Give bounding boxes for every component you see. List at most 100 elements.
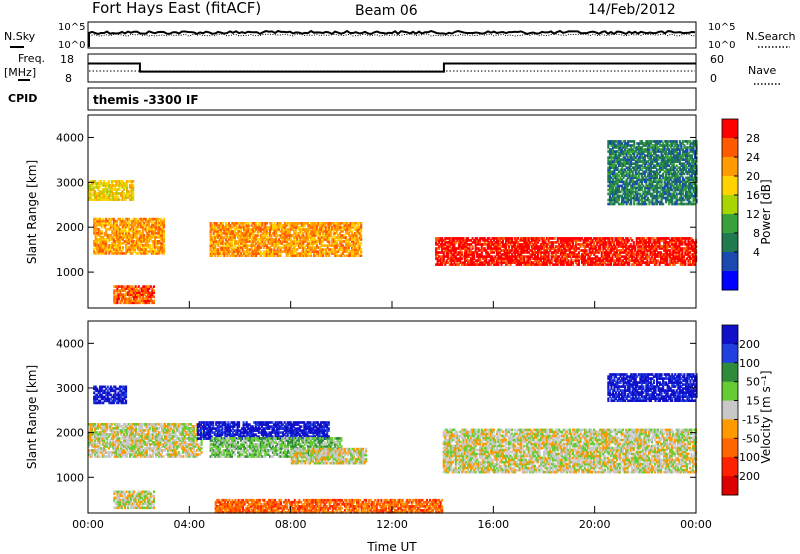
power-cell xyxy=(235,254,238,258)
power-cell xyxy=(140,223,143,227)
power-cell xyxy=(133,291,136,295)
power-cell xyxy=(144,227,147,231)
power-cell xyxy=(113,289,116,293)
power-cell xyxy=(126,233,129,237)
power-cell xyxy=(256,240,259,243)
power-cell xyxy=(111,238,114,241)
power-cell xyxy=(211,244,214,247)
power-cell xyxy=(152,240,155,243)
power-cell xyxy=(98,192,101,195)
power-cell xyxy=(279,234,282,237)
power-cell xyxy=(223,232,226,235)
power-cell xyxy=(262,234,265,237)
power-cell xyxy=(209,234,212,237)
power-cell xyxy=(163,250,166,253)
power-cell xyxy=(130,299,133,303)
power-cell xyxy=(91,180,94,183)
power-cell xyxy=(135,229,138,233)
power-cell xyxy=(146,301,149,305)
power-cell xyxy=(114,250,117,253)
power-cell xyxy=(226,248,229,251)
power-cell xyxy=(214,224,217,227)
power-cell xyxy=(118,233,122,237)
power-cell xyxy=(94,240,97,243)
power-cell xyxy=(220,228,223,231)
power-cell xyxy=(152,229,155,233)
power-cell xyxy=(101,198,104,201)
power-cell xyxy=(152,217,155,221)
power-cell xyxy=(131,299,134,303)
power-cell xyxy=(220,226,223,229)
power-cell xyxy=(281,236,284,239)
power-cell xyxy=(147,227,150,231)
power-cell xyxy=(645,202,648,206)
power-cell xyxy=(88,198,91,201)
power-cell xyxy=(240,252,243,255)
power-cell xyxy=(282,250,285,253)
power-cell xyxy=(270,238,273,241)
power-cell xyxy=(163,229,166,233)
power-cell xyxy=(146,246,149,249)
power-cell xyxy=(146,227,149,231)
power-cell xyxy=(227,230,230,233)
power-cell xyxy=(117,231,120,235)
power-cell xyxy=(155,219,158,223)
power-cell xyxy=(218,242,221,245)
power-cell xyxy=(220,230,223,233)
power-cell xyxy=(115,233,119,237)
power-cell xyxy=(146,252,149,255)
power-cell xyxy=(131,219,134,223)
power-cell xyxy=(262,246,265,249)
power-cell xyxy=(217,236,220,239)
power-cell xyxy=(256,230,259,233)
power-cell xyxy=(128,233,131,237)
power-cell xyxy=(253,250,256,253)
power-cell xyxy=(124,196,127,199)
power-cell xyxy=(99,242,102,245)
power-cell xyxy=(223,254,226,258)
power-cell xyxy=(147,223,150,227)
power-cell xyxy=(109,238,112,241)
power-cell xyxy=(97,217,100,221)
power-cell xyxy=(96,217,99,221)
power-cell xyxy=(279,246,282,249)
power-cell xyxy=(114,248,117,251)
power-cell xyxy=(211,246,214,249)
power-cell xyxy=(250,222,253,225)
power-cell xyxy=(88,190,91,193)
power-cell xyxy=(103,190,106,193)
power-cell xyxy=(139,297,142,301)
power-cell xyxy=(253,246,256,249)
power-cell xyxy=(128,242,131,245)
power-cell xyxy=(131,248,134,251)
power-cell xyxy=(220,250,223,253)
power-cell xyxy=(243,228,246,231)
power-cell xyxy=(267,246,270,249)
power-cell xyxy=(96,250,99,253)
power-cell xyxy=(94,217,97,221)
power-cell xyxy=(276,234,279,237)
power-cell xyxy=(132,242,135,245)
power-cell xyxy=(152,231,155,235)
power-cell xyxy=(143,285,146,288)
power-cell xyxy=(115,219,119,223)
power-cell xyxy=(141,227,144,231)
power-cell xyxy=(273,250,276,253)
power-cell xyxy=(250,238,253,241)
power-cell xyxy=(137,299,140,303)
power-cells xyxy=(88,140,698,305)
power-cell xyxy=(158,242,161,245)
power-cell xyxy=(151,291,154,295)
power-cell xyxy=(126,219,129,223)
power-cell xyxy=(209,254,212,258)
power-cell xyxy=(137,252,140,255)
power-cell xyxy=(117,236,120,239)
power-cell xyxy=(152,299,156,303)
power-cell xyxy=(273,226,276,229)
power-cell xyxy=(131,242,134,245)
power-cell xyxy=(141,248,144,251)
power-cell xyxy=(159,242,163,245)
power-cell xyxy=(140,287,143,291)
power-cell xyxy=(111,217,114,221)
power-cell xyxy=(115,196,118,199)
